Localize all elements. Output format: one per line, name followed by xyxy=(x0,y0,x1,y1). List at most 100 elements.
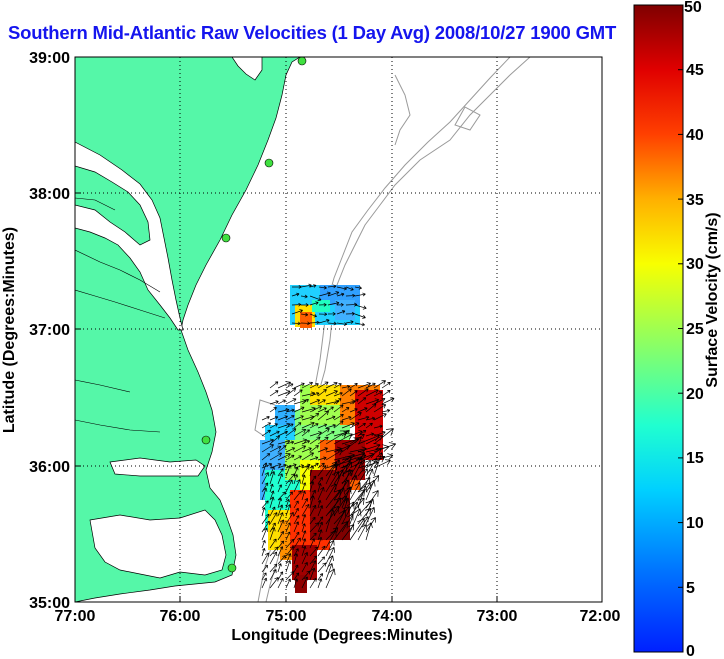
current-vector-arrow xyxy=(269,538,277,549)
current-vector-arrow xyxy=(285,560,292,573)
current-vector-arrow xyxy=(269,466,275,477)
current-vector-arrow xyxy=(285,398,297,405)
current-vector-arrow xyxy=(285,454,295,461)
current-vector-arrow xyxy=(269,415,279,421)
current-vector-arrow xyxy=(333,398,342,405)
current-vector-arrow xyxy=(261,487,268,501)
current-vector-arrow xyxy=(327,301,340,306)
map-title: Southern Mid-Atlantic Raw Velocities (1 … xyxy=(8,22,617,43)
radar-sites xyxy=(201,57,307,573)
current-vector-arrow xyxy=(325,555,334,573)
current-vector-arrow xyxy=(325,430,335,437)
current-vector-arrow xyxy=(327,284,337,289)
current-vector-arrow xyxy=(261,444,274,453)
current-vector-arrow xyxy=(317,573,324,581)
current-vector-arrow xyxy=(261,513,270,525)
current-vector-arrow xyxy=(317,399,326,405)
current-vector-arrow xyxy=(317,381,329,389)
current-vector-arrow xyxy=(301,465,310,477)
current-vector-arrow xyxy=(317,562,327,573)
current-vector-arrow xyxy=(336,322,347,326)
colorbar-label: Surface Velocity (cm/s) xyxy=(704,212,721,387)
current-vector-arrow xyxy=(317,516,324,525)
current-vector-arrow xyxy=(291,321,301,326)
current-vector-arrow xyxy=(317,499,322,509)
current-vector-arrow xyxy=(277,422,291,429)
current-vector-arrow xyxy=(317,536,323,549)
current-vector-arrow xyxy=(341,388,352,397)
current-vector-arrow xyxy=(317,407,327,413)
current-vector-arrow xyxy=(325,423,336,429)
current-vector-arrow xyxy=(301,561,308,573)
current-vector-arrow xyxy=(325,547,335,565)
current-vector-arrow xyxy=(269,423,278,429)
current-vector-arrow xyxy=(285,479,293,493)
current-vector-arrow xyxy=(301,497,308,509)
current-vector-arrow xyxy=(301,514,307,525)
current-vector-arrow xyxy=(317,447,328,453)
current-vector-arrow xyxy=(261,577,268,589)
current-vector-arrow xyxy=(349,430,363,437)
current-vector-arrow xyxy=(354,286,362,290)
current-vector-arrow xyxy=(349,461,363,485)
current-vector-arrow xyxy=(285,538,295,549)
current-vector-arrow xyxy=(309,392,320,397)
current-vector-arrow xyxy=(309,301,319,306)
current-vector-arrow xyxy=(309,504,317,517)
current-vector-arrow xyxy=(373,380,386,389)
current-vector-arrow xyxy=(309,456,319,461)
current-vector-arrow xyxy=(373,424,383,429)
current-vector-arrow xyxy=(317,389,327,397)
current-vector-arrow xyxy=(269,546,279,557)
current-vector-arrow xyxy=(365,468,374,485)
current-vector-arrow xyxy=(285,464,292,477)
colorbar-tick-label: 25 xyxy=(686,321,704,338)
current-vector-arrow xyxy=(285,491,293,501)
colorbar xyxy=(633,4,684,653)
current-vector-arrow xyxy=(341,468,352,493)
current-vector-arrow xyxy=(317,545,326,557)
current-vector-arrow xyxy=(269,430,280,437)
current-vector-arrow xyxy=(261,482,269,493)
y-tick-label: 39:00 xyxy=(29,50,70,67)
current-vector-arrow xyxy=(357,382,371,389)
current-vector-arrow xyxy=(357,415,370,421)
current-vector-arrow xyxy=(293,548,299,557)
current-vector-arrow xyxy=(317,465,327,477)
current-vector-arrow xyxy=(277,415,288,421)
current-vector-arrow xyxy=(373,413,387,421)
current-vector-arrow xyxy=(301,551,309,565)
current-vector-arrow xyxy=(317,505,324,517)
current-vector-arrow xyxy=(277,453,291,461)
current-vector-arrow xyxy=(301,523,306,533)
current-vector-arrow xyxy=(309,295,322,302)
current-vector-arrow xyxy=(269,381,279,389)
current-vector-arrow xyxy=(325,390,338,397)
current-vector-arrow xyxy=(293,455,302,461)
current-vector-arrow xyxy=(336,286,347,291)
current-vector-arrow xyxy=(293,428,307,437)
current-vector-arrow xyxy=(277,445,287,453)
current-vector-arrow xyxy=(269,407,277,413)
current-vector-arrow xyxy=(341,437,362,453)
current-vector-arrow xyxy=(317,456,327,461)
current-vector-arrow xyxy=(293,445,307,453)
current-vector-arrow xyxy=(365,507,376,525)
current-vector-arrow xyxy=(317,477,323,485)
current-vector-arrow xyxy=(277,571,284,581)
current-vector-arrow xyxy=(293,572,300,581)
current-vector-arrow xyxy=(317,521,324,533)
current-vector-arrow xyxy=(317,436,329,445)
current-vector-arrow xyxy=(285,387,297,397)
current-vector-arrow xyxy=(285,428,297,437)
current-vector-arrow xyxy=(336,302,344,307)
current-vector-arrow xyxy=(269,563,278,573)
current-vector-arrow xyxy=(277,577,284,589)
current-vector-arrow xyxy=(261,415,270,421)
current-vector-arrow xyxy=(309,423,319,429)
current-vector-arrow xyxy=(261,572,267,581)
current-vector-arrow xyxy=(309,465,315,477)
current-vector-arrow xyxy=(317,483,322,493)
colorbar-tick-label: 35 xyxy=(686,192,704,209)
